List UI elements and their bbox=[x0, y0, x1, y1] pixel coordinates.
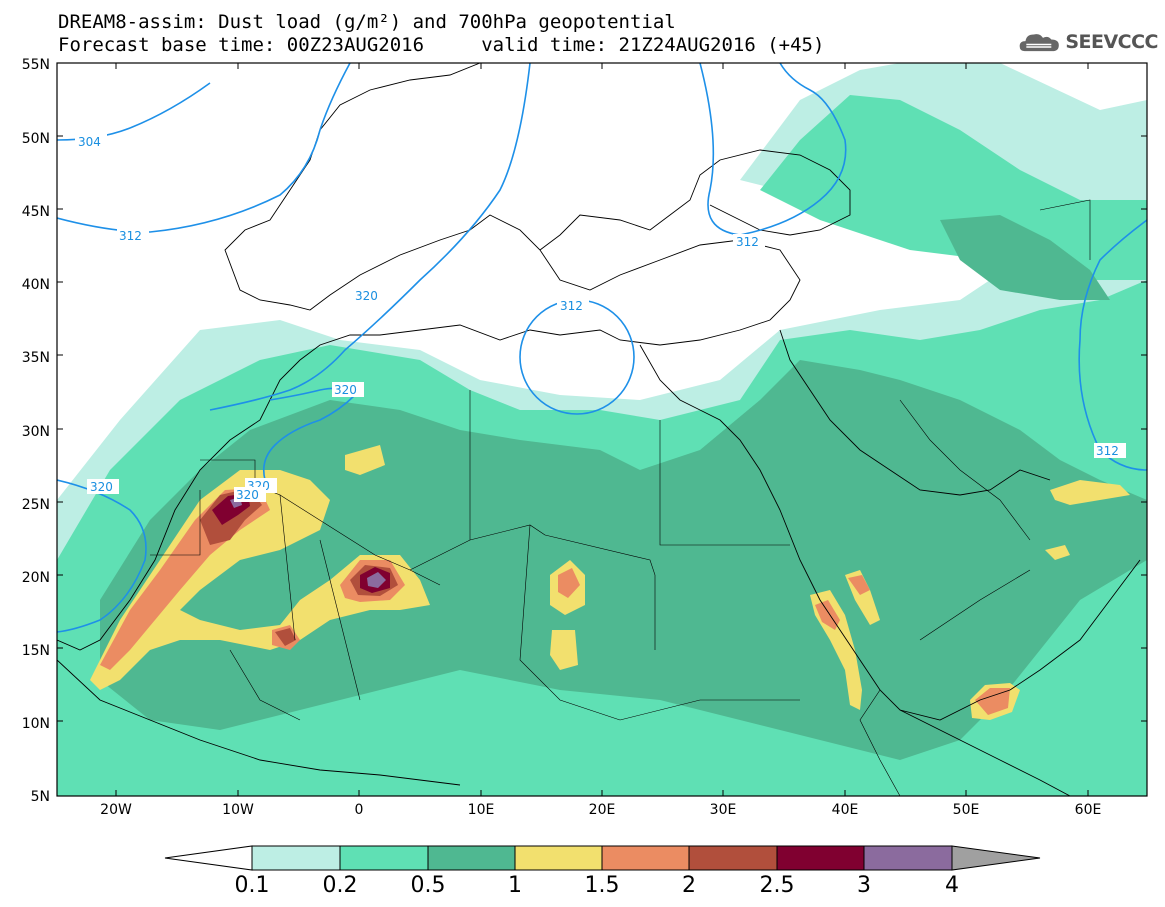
longitude-labels: 20W 10W 0 10E 20E 30E 40E 50E 60E bbox=[100, 802, 1101, 818]
colorbar-label-2: 2 bbox=[682, 873, 696, 898]
lon-label-20w: 20W bbox=[100, 802, 132, 818]
colorbar-label-1: 1 bbox=[508, 873, 522, 898]
latitude-labels: 55N 50N 45N 40N 35N 30N 25N 20N 15N 10N … bbox=[22, 57, 50, 805]
colorbar bbox=[164, 845, 1041, 871]
contour-label-312-iran: 312 bbox=[1096, 444, 1119, 458]
seevccc-logo: SEEVCCC bbox=[1018, 24, 1158, 60]
lon-ticks bbox=[115, 63, 1089, 796]
lat-label-45n: 45N bbox=[22, 204, 50, 220]
map-title-line-2: Forecast base time: 00Z23AUG2016 valid t… bbox=[58, 34, 825, 56]
lon-label-40e: 40E bbox=[832, 802, 859, 818]
contour-labels: 304 312 320 312 312 320 320 320 320 312 bbox=[75, 134, 1126, 502]
lon-label-30e: 30E bbox=[710, 802, 737, 818]
contour-label-320-west: 320 bbox=[90, 480, 113, 494]
colorbar-bin-1.5-2 bbox=[601, 845, 690, 871]
map-area: 304 312 320 312 312 320 320 320 320 312 bbox=[57, 63, 1147, 796]
lat-ticks bbox=[57, 135, 1147, 722]
colorbar-bin-2-2.5 bbox=[688, 845, 778, 871]
colorbar-label-2.5: 2.5 bbox=[760, 873, 795, 898]
lat-label-40n: 40N bbox=[22, 277, 50, 293]
colorbar-label-3: 3 bbox=[857, 873, 871, 898]
map-title-line-1: DREAM8-assim: Dust load (g/m²) and 700hP… bbox=[58, 11, 676, 33]
lat-label-15n: 15N bbox=[22, 643, 50, 659]
lat-label-55n: 55N bbox=[22, 57, 50, 73]
colorbar-bin-0.1-0.2 bbox=[251, 845, 341, 871]
contour-label-312: 312 bbox=[119, 229, 142, 243]
colorbar-label-1.5: 1.5 bbox=[585, 873, 620, 898]
lat-label-50n: 50N bbox=[22, 131, 50, 147]
lon-label-50e: 50E bbox=[953, 802, 980, 818]
lat-label-35n: 35N bbox=[22, 350, 50, 366]
contour-label-320-morocco: 320 bbox=[334, 383, 357, 397]
country-borders bbox=[150, 199, 1091, 796]
colorbar-bin-3-4 bbox=[863, 845, 953, 871]
lon-label-20e: 20E bbox=[589, 802, 616, 818]
logo-text: SEEVCCC bbox=[1065, 31, 1158, 53]
colorbar-labels: 0.1 0.2 0.5 1 1.5 2 2.5 3 4 bbox=[235, 873, 960, 898]
lat-label-10n: 10N bbox=[22, 716, 50, 732]
lat-label-20n: 20N bbox=[22, 570, 50, 586]
contour-label-320-sahara-b: 320 bbox=[236, 488, 259, 502]
colorbar-bin-0.2-0.5 bbox=[339, 845, 429, 871]
colorbar-bin-0.5-1 bbox=[427, 845, 516, 871]
colorbar-label-0.5: 0.5 bbox=[411, 873, 446, 898]
colorbar-bin-2.5-3 bbox=[776, 845, 865, 871]
lon-label-60e: 60E bbox=[1075, 802, 1102, 818]
contour-label-312-circle: 312 bbox=[560, 299, 583, 313]
lon-label-10w: 10W bbox=[222, 802, 254, 818]
lon-label-0: 0 bbox=[355, 802, 364, 818]
colorbar-over-arrow bbox=[951, 845, 1041, 871]
contour-label-312-east: 312 bbox=[736, 235, 759, 249]
colorbar-under-arrow bbox=[164, 845, 253, 871]
cloud-icon bbox=[1019, 34, 1059, 52]
lat-label-25n: 25N bbox=[22, 497, 50, 513]
contour-label-320: 320 bbox=[355, 289, 378, 303]
lon-label-10e: 10E bbox=[468, 802, 495, 818]
lat-label-5n: 5N bbox=[31, 789, 50, 805]
contour-label-304: 304 bbox=[78, 135, 101, 149]
colorbar-bin-1-1.5 bbox=[514, 845, 603, 871]
colorbar-label-4: 4 bbox=[945, 873, 959, 898]
lat-label-30n: 30N bbox=[22, 424, 50, 440]
colorbar-label-0.2: 0.2 bbox=[323, 873, 358, 898]
colorbar-label-0.1: 0.1 bbox=[235, 873, 270, 898]
